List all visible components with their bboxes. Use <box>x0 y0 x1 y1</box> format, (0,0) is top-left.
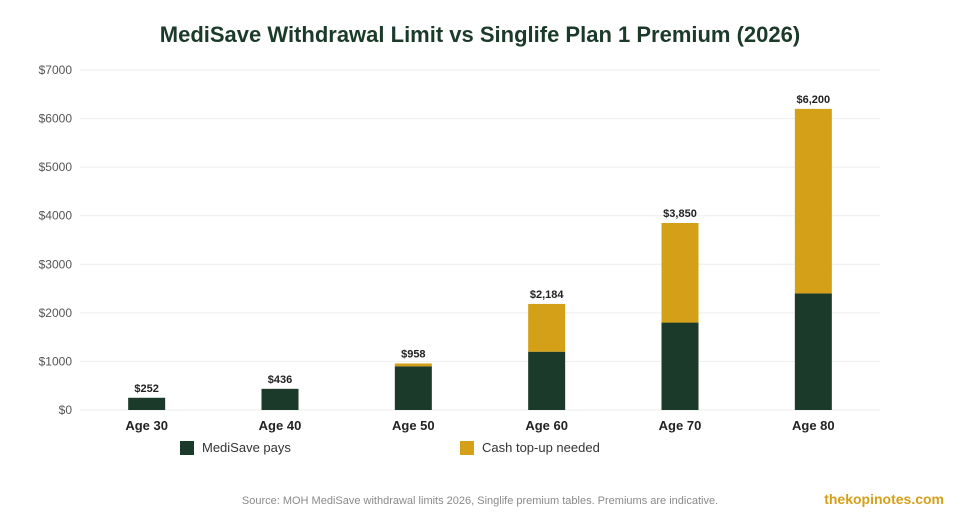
bar-total-label: $2,184 <box>530 289 565 301</box>
bar-medisave <box>794 293 832 410</box>
bar-medisave <box>128 397 166 410</box>
y-tick-label: $4000 <box>39 209 73 223</box>
y-tick-label: $5000 <box>39 160 73 174</box>
legend-item-cash-topup: Cash top-up needed <box>460 440 600 455</box>
y-tick-label: $1000 <box>39 354 73 368</box>
legend-swatch-medisave <box>180 440 194 455</box>
bar-total-label: $6,200 <box>797 94 831 106</box>
y-tick-label: $0 <box>59 403 73 417</box>
y-tick-label: $7000 <box>39 63 73 77</box>
bar-total-label: $958 <box>401 348 425 360</box>
y-tick-label: $6000 <box>39 112 73 126</box>
x-category-label: Age 80 <box>792 418 835 433</box>
chart-title: MediSave Withdrawal Limit vs Singlife Pl… <box>159 22 801 47</box>
bar-medisave <box>661 322 699 410</box>
bar-medisave <box>528 351 566 410</box>
source-note: Source: MOH MediSave withdrawal limits 2… <box>241 495 719 507</box>
x-category-label: Age 70 <box>659 418 702 433</box>
bar-cash-topup <box>528 303 566 352</box>
bar-cash-topup <box>794 108 832 294</box>
bar-total-label: $3,850 <box>663 208 697 220</box>
bar-total-label: $252 <box>134 383 158 395</box>
bar-cash-topup <box>661 223 699 323</box>
bar-total-label: $436 <box>268 374 292 386</box>
bar-cash-topup <box>394 363 432 367</box>
legend-label-cash-topup: Cash top-up needed <box>482 440 600 455</box>
x-category-label: Age 50 <box>392 418 435 433</box>
brand-watermark: thekopinotes.com <box>824 491 944 507</box>
legend-item-medisave: MediSave pays <box>180 440 291 455</box>
x-category-label: Age 30 <box>125 418 168 433</box>
legend-swatch-cash-topup <box>460 440 474 455</box>
bar-medisave <box>261 388 299 410</box>
bar-medisave <box>394 366 432 410</box>
y-tick-label: $3000 <box>39 257 73 271</box>
y-tick-label: $2000 <box>39 306 73 320</box>
x-category-label: Age 60 <box>525 418 568 433</box>
x-category-label: Age 40 <box>259 418 302 433</box>
legend-label-medisave: MediSave pays <box>202 440 291 455</box>
